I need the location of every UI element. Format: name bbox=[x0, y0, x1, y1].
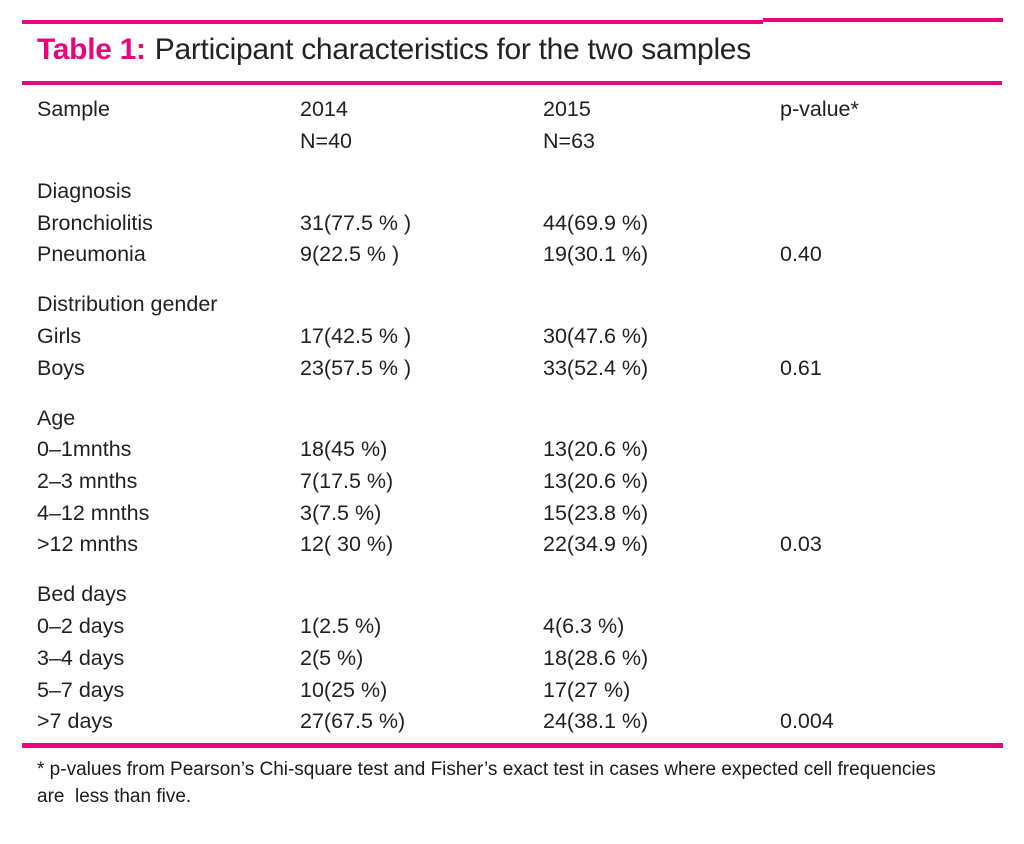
value-2014: 12( 30 %) bbox=[300, 532, 394, 557]
row-label: >7 days bbox=[37, 709, 113, 734]
value-pvalue: 0.61 bbox=[780, 355, 822, 380]
row-label: Pneumonia bbox=[37, 242, 146, 267]
value-2015: 15(23.8 %) bbox=[543, 500, 649, 525]
row-label: 0–1mnths bbox=[37, 437, 132, 462]
column-header-2015: 2015 bbox=[543, 97, 591, 122]
title-divider-rule bbox=[22, 81, 1002, 85]
participant-characteristics-table: Sample 2014 2015 p-value* N=40 N=63 Diag… bbox=[37, 94, 1014, 738]
value-2014: 18(45 %) bbox=[300, 437, 388, 462]
table-row: >12 mnths 12( 30 %) 22(34.9 %) 0.03 bbox=[37, 529, 1014, 561]
table-row: Pneumonia 9(22.5 % ) 19(30.1 %) 0.40 bbox=[37, 239, 1014, 271]
section-header-bed-days: Bed days bbox=[37, 579, 1014, 611]
value-2015: 24(38.1 %) bbox=[543, 709, 649, 734]
table-row: Bronchiolitis 31(77.5 % ) 44(69.9 %) bbox=[37, 207, 1014, 239]
value-2015: 13(20.6 %) bbox=[543, 437, 649, 462]
row-label: 5–7 days bbox=[37, 677, 125, 702]
section-label: Age bbox=[37, 405, 76, 430]
section-header-age: Age bbox=[37, 402, 1014, 434]
table-row: 3–4 days 2(5 %) 18(28.6 %) bbox=[37, 643, 1014, 675]
table-subheader-row: N=40 N=63 bbox=[37, 126, 1014, 158]
table-row: 5–7 days 10(25 %) 17(27 %) bbox=[37, 674, 1014, 706]
section-header-distribution-gender: Distribution gender bbox=[37, 289, 1014, 321]
table-row: 4–12 mnths 3(7.5 %) 15(23.8 %) bbox=[37, 497, 1014, 529]
section-label: Diagnosis bbox=[37, 179, 132, 204]
value-pvalue: 0.03 bbox=[780, 532, 822, 557]
row-label: Boys bbox=[37, 355, 85, 380]
table-row: Boys 23(57.5 % ) 33(52.4 %) 0.61 bbox=[37, 352, 1014, 384]
value-2014: 1(2.5 %) bbox=[300, 614, 382, 639]
value-2014: 23(57.5 % ) bbox=[300, 355, 412, 380]
value-2014: 3(7.5 %) bbox=[300, 500, 382, 525]
section-label: Bed days bbox=[37, 582, 127, 607]
table-footnote: * p-values from Pearson’s Chi-square tes… bbox=[37, 757, 967, 810]
table-row: 2–3 mnths 7(17.5 %) 13(20.6 %) bbox=[37, 466, 1014, 498]
column-n-2015: N=63 bbox=[543, 129, 595, 154]
value-2014: 10(25 %) bbox=[300, 677, 388, 702]
value-pvalue: 0.004 bbox=[780, 709, 834, 734]
value-2014: 31(77.5 % ) bbox=[300, 210, 412, 235]
value-2015: 22(34.9 %) bbox=[543, 532, 649, 557]
row-label: Girls bbox=[37, 324, 82, 349]
table-header-row: Sample 2014 2015 p-value* bbox=[37, 94, 1014, 126]
value-2015: 18(28.6 %) bbox=[543, 645, 649, 670]
table-number-label: Table 1: bbox=[37, 33, 146, 66]
top-rule-right-segment bbox=[763, 18, 1003, 22]
value-2015: 17(27 %) bbox=[543, 677, 631, 702]
top-rule-left-segment bbox=[22, 20, 763, 24]
value-2015: 19(30.1 %) bbox=[543, 242, 649, 267]
value-2014: 2(5 %) bbox=[300, 645, 364, 670]
bottom-rule bbox=[22, 743, 1003, 748]
row-label: 4–12 mnths bbox=[37, 500, 150, 525]
value-2014: 17(42.5 % ) bbox=[300, 324, 412, 349]
column-n-2014: N=40 bbox=[300, 129, 352, 154]
value-2015: 33(52.4 %) bbox=[543, 355, 649, 380]
row-label: >12 mnths bbox=[37, 532, 138, 557]
value-pvalue: 0.40 bbox=[780, 242, 822, 267]
row-label: Bronchiolitis bbox=[37, 210, 153, 235]
table-title: Table 1: Participant characteristics for … bbox=[37, 33, 751, 67]
row-label: 2–3 mnths bbox=[37, 469, 138, 494]
column-header-sample: Sample bbox=[37, 97, 110, 122]
column-header-pvalue: p-value* bbox=[780, 97, 859, 122]
row-label: 3–4 days bbox=[37, 645, 125, 670]
column-header-2014: 2014 bbox=[300, 97, 348, 122]
footnote-line-1: * p-values from Pearson’s Chi-square tes… bbox=[37, 759, 936, 780]
value-2014: 27(67.5 %) bbox=[300, 709, 406, 734]
value-2015: 30(47.6 %) bbox=[543, 324, 649, 349]
section-label: Distribution gender bbox=[37, 292, 218, 317]
table-row: 0–1mnths 18(45 %) 13(20.6 %) bbox=[37, 434, 1014, 466]
table-row: Girls 17(42.5 % ) 30(47.6 %) bbox=[37, 321, 1014, 353]
value-2014: 7(17.5 %) bbox=[300, 469, 394, 494]
row-label: 0–2 days bbox=[37, 614, 125, 639]
value-2015: 44(69.9 %) bbox=[543, 210, 649, 235]
table-title-text: Participant characteristics for the two … bbox=[154, 33, 751, 66]
value-2014: 9(22.5 % ) bbox=[300, 242, 400, 267]
table-row: 0–2 days 1(2.5 %) 4(6.3 %) bbox=[37, 611, 1014, 643]
value-2015: 13(20.6 %) bbox=[543, 469, 649, 494]
footnote-line-2: are less than five. bbox=[37, 785, 192, 807]
value-2015: 4(6.3 %) bbox=[543, 614, 625, 639]
table-row: >7 days 27(67.5 %) 24(38.1 %) 0.004 bbox=[37, 706, 1014, 738]
section-header-diagnosis: Diagnosis bbox=[37, 176, 1014, 208]
